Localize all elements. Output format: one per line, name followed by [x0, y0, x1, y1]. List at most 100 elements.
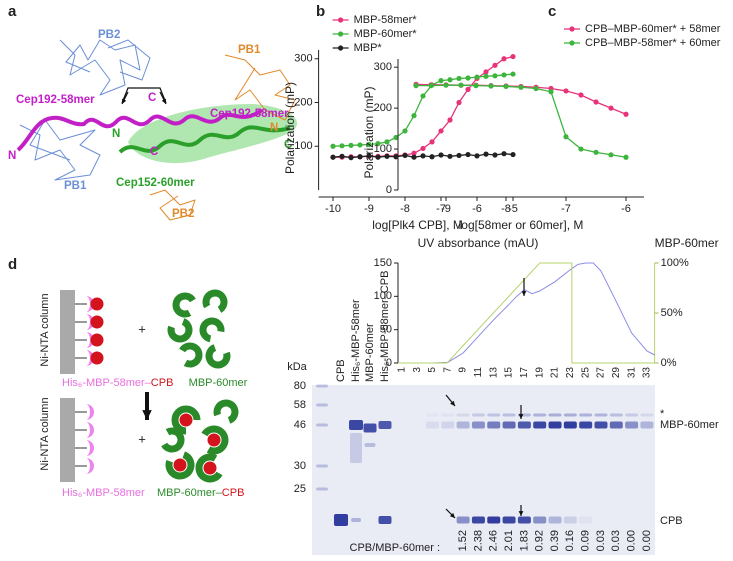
data-point — [510, 71, 516, 77]
ratio-value: 2.38 — [472, 530, 484, 551]
x-tick-label: -7 — [561, 203, 571, 215]
fraction-label: 21 — [550, 367, 561, 379]
mbp-60mer — [199, 317, 225, 343]
data-point — [348, 142, 354, 148]
data-point — [593, 99, 599, 105]
mbp-60mer — [179, 342, 203, 368]
fraction-label: 27 — [596, 367, 607, 379]
y2-tick-label: 0% — [661, 357, 677, 369]
data-point — [447, 153, 453, 159]
mbp-60mer — [167, 318, 193, 343]
complex-label: MBP-60mer–CPB — [157, 487, 244, 499]
gel-band — [351, 518, 361, 522]
his-mbp — [86, 440, 94, 456]
y-tick-label: 200 — [294, 96, 312, 108]
data-point — [375, 154, 381, 160]
arrow-head — [142, 410, 152, 420]
y-tick-label: 0 — [386, 357, 392, 369]
gel-band — [625, 413, 639, 417]
gel-band — [502, 413, 516, 417]
gel-band — [441, 413, 455, 417]
ratio-value: 0.09 — [580, 530, 592, 551]
fraction-label: 5 — [427, 367, 438, 373]
column — [60, 398, 75, 482]
data-point — [438, 78, 444, 84]
cep152-helix — [118, 125, 291, 154]
data-point — [411, 113, 417, 119]
data-point — [366, 153, 372, 159]
y-tick-label: 300 — [294, 53, 312, 65]
y-tick-label: 100 — [374, 143, 392, 155]
data-point — [428, 83, 434, 89]
cpb — [90, 315, 104, 329]
gel-band — [625, 421, 639, 429]
ratio-value: 2.46 — [488, 530, 500, 551]
x-tick-label: -9 — [441, 203, 451, 215]
data-point — [438, 152, 444, 158]
data-point — [393, 134, 399, 141]
gel-band — [563, 413, 577, 417]
structure-label: C — [150, 146, 158, 158]
ratio-value: 1.52 — [457, 530, 469, 551]
legend-marker — [338, 17, 344, 23]
lane-label: CPB — [335, 359, 347, 382]
structure-label: Cep192-58mer — [16, 94, 95, 106]
gel-band — [533, 421, 547, 429]
y-tick-label: 150 — [374, 257, 392, 269]
gel-band — [316, 423, 328, 427]
arrow-head — [161, 98, 166, 104]
gel-band — [471, 413, 485, 417]
gel-band — [533, 516, 547, 524]
x-tick-label: -6 — [621, 203, 631, 215]
data-point — [402, 128, 408, 134]
gel-band — [563, 516, 577, 524]
data-point — [510, 53, 516, 60]
gel-band — [533, 413, 547, 417]
mbp-60mer — [195, 453, 223, 483]
bait-part: CPB — [151, 377, 174, 389]
data-point — [593, 149, 599, 155]
ratio-value: 0.92 — [534, 530, 546, 551]
y-tick-label: 100 — [294, 140, 312, 152]
data-point — [348, 155, 354, 161]
pb2-wire — [59, 39, 141, 96]
gel-band — [471, 516, 485, 524]
data-point — [623, 111, 629, 117]
y-tick-label: 50 — [380, 324, 392, 336]
his-mbp — [86, 404, 94, 420]
pb1-wire — [19, 119, 101, 181]
data-point — [474, 74, 480, 80]
data-point — [548, 89, 554, 95]
mbp-60mer — [161, 427, 185, 453]
gel-band — [441, 421, 455, 429]
fraction-label: 25 — [580, 367, 591, 379]
data-point — [411, 154, 417, 160]
fraction-label: 9 — [458, 367, 469, 373]
data-point — [492, 62, 498, 68]
ratio-value: 1.83 — [518, 530, 530, 551]
data-point — [465, 151, 471, 158]
plus-sign: + — [138, 431, 146, 446]
data-point — [473, 83, 479, 89]
legend-marker — [569, 40, 575, 46]
data-point — [474, 153, 480, 159]
cpb — [90, 297, 104, 311]
gel-band — [378, 516, 392, 524]
gel-band — [456, 421, 470, 429]
structure-label: PB2 — [172, 208, 194, 220]
marker-label: 58 — [294, 399, 306, 411]
y-tick-label: 200 — [374, 102, 392, 114]
gel — [312, 385, 655, 555]
cpb — [207, 433, 221, 447]
data-point — [563, 134, 569, 140]
series-line — [398, 262, 655, 364]
y2-axis-label: MBP-60mer — [655, 236, 719, 250]
gel-band — [640, 413, 654, 417]
x-tick-label: -10 — [325, 203, 341, 215]
data-point — [393, 154, 399, 160]
x-tick-label: -6 — [472, 203, 482, 215]
gel-band — [640, 421, 654, 429]
gel-band — [350, 433, 362, 463]
ratio-value: 0.39 — [549, 530, 561, 551]
band-label: MBP-60mer — [660, 419, 719, 431]
